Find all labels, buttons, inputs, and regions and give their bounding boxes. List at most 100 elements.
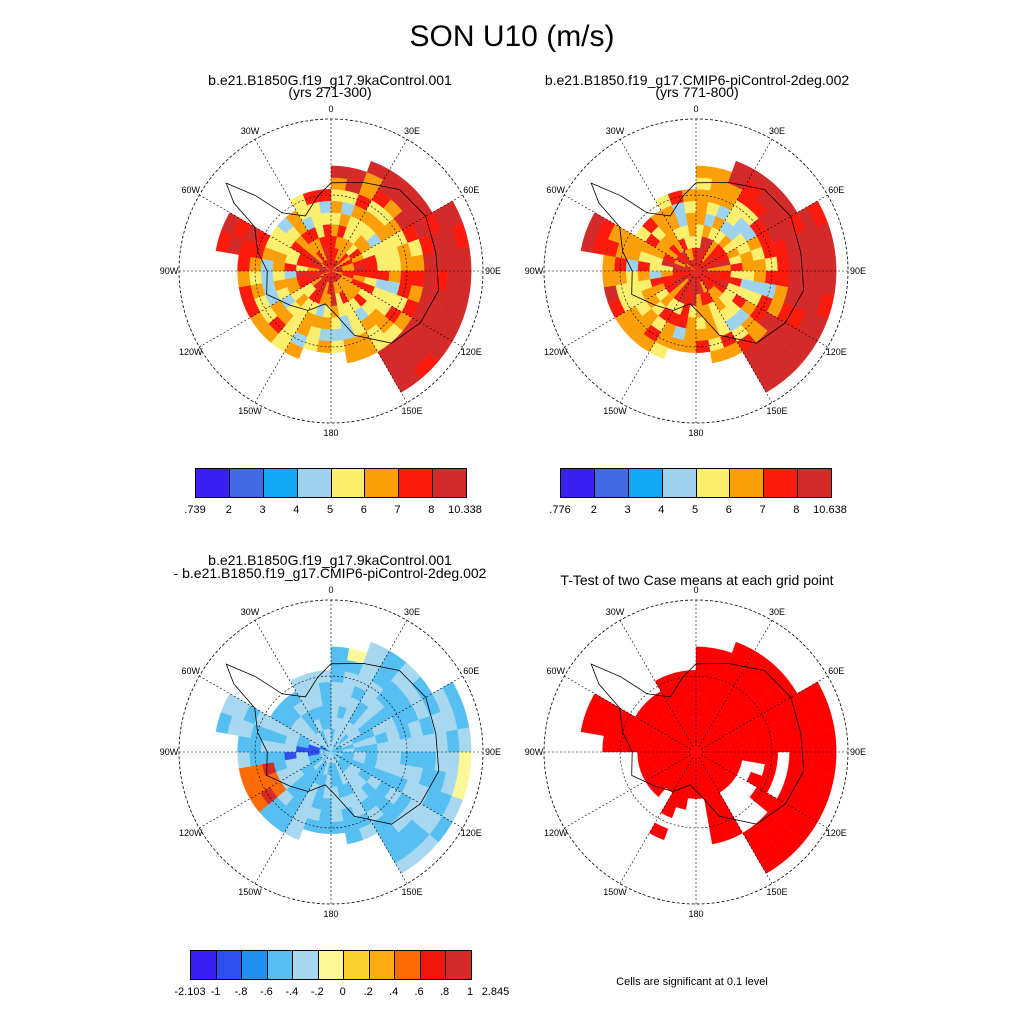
lon-label: 120W [178,828,203,838]
lon-label: 30E [403,606,421,617]
lon-label: 30W [240,606,260,617]
lon-label: 0 [328,104,334,114]
panel2-title-line2: (yrs 771-800) [655,84,739,100]
colorbar-label: .776 [549,504,571,516]
colorbar-label: 4 [293,504,300,516]
panel3-title: b.e21.B1850G.f19_g17.9kaControl.001 - b.… [120,552,540,581]
colorbar-label: .2 [363,986,373,998]
panel4-title-line1: T-Test of two Case means at each grid po… [560,572,834,588]
lon-label: 60E [828,185,845,195]
panel2-colorbar [560,468,832,498]
colorbar-swatch [318,951,345,979]
colorbar-swatch [331,469,366,497]
colorbar-swatch [369,951,396,979]
colorbar-label: 2 [225,504,232,516]
colorbar-label: 7 [394,504,401,516]
colorbar-swatch [764,469,799,497]
lon-label: 90E [849,266,867,276]
panel3-title-line2: - b.e21.B1850.f19_g17.CMIP6-piControl-2d… [173,565,487,581]
colorbar-swatch [196,469,230,497]
lon-label: 90W [159,266,179,276]
colorbar-swatch [561,469,595,497]
colorbar-label: 6 [725,504,732,516]
panel2-title-line1: b.e21.B1850.f19_g17.CMIP6-piControl-2deg… [544,72,850,88]
lon-label: 90W [524,266,544,276]
lon-label: 30E [403,125,421,136]
panel3-title-line1: b.e21.B1850G.f19_g17.9kaControl.001 [208,552,452,568]
colorbar-swatch [293,951,319,979]
colorbar-swatch [696,469,731,497]
lon-label: 150W [238,887,262,898]
lon-label: 150E [766,406,788,417]
colorbar-label: 2 [590,504,597,516]
lon-label: 30E [768,606,786,617]
colorbar-label: 5 [691,504,699,516]
colorbar-label: .739 [184,504,206,516]
panel2-title: b.e21.B1850.f19_g17.CMIP6-piControl-2deg… [487,72,907,100]
colorbar-label: 0 [339,986,346,998]
data-cells [580,641,837,874]
panel1-colorbar [195,468,467,498]
panel1-title: b.e21.B1850G.f19_g17.9kaControl.001 (yrs… [120,72,540,100]
colorbar-label: -1 [210,986,221,998]
lon-label: 120E [460,828,482,838]
lon-label: 180 [323,909,339,919]
panel2-map [543,118,849,424]
colorbar-label: 2.845 [481,986,510,998]
lon-label: 150E [401,406,423,417]
colorbar-swatch [267,951,294,979]
data-cells [580,160,837,393]
colorbar-swatch [365,469,400,497]
lon-label: 120E [825,828,847,838]
colorbar-swatch [229,469,264,497]
colorbar-label: 4 [658,504,665,516]
colorbar-swatch [399,469,434,497]
colorbar-label: 3 [259,504,266,516]
lon-label: 150E [401,887,423,898]
lon-label: 120E [460,347,482,357]
panel1-map [178,118,484,424]
lon-label: 180 [323,428,339,438]
lon-label: 150E [766,887,788,898]
lon-label: 120W [178,347,203,357]
lon-label: 60W [546,185,565,195]
lon-label: 90E [484,266,502,276]
colorbar-label: -.8 [234,986,248,998]
colorbar-label: 8 [793,504,800,516]
colorbar-swatch [191,951,217,979]
colorbar-label: .8 [439,986,450,998]
colorbar-swatch [628,469,663,497]
lon-label: 90W [524,747,544,757]
colorbar-label: 3 [624,504,631,516]
colorbar-label: 1 [466,986,474,998]
lon-label: 150W [238,406,262,417]
lon-label: 30W [605,125,625,136]
colorbar-swatch [395,951,421,979]
lon-label: 120W [543,347,568,357]
colorbar-label: -.6 [259,986,273,998]
lon-label: 90W [159,747,179,757]
lon-label: 60E [463,666,480,676]
colorbar-swatch [344,951,370,979]
panel3-map [178,599,484,905]
lon-label: 60E [463,185,480,195]
lon-label: 120E [825,347,847,357]
lon-label: 30E [768,125,786,136]
panel1-title-line1: b.e21.B1850G.f19_g17.9kaControl.001 [208,72,452,88]
colorbar-swatch [798,469,831,497]
lon-label: 180 [688,428,704,438]
lon-label: 150W [603,887,627,898]
lon-label: 60W [546,666,565,676]
colorbar-label: -.4 [285,986,299,998]
colorbar-swatch [730,469,765,497]
colorbar-swatch [420,951,447,979]
colorbar-swatch [594,469,629,497]
panel1-title-line2: (yrs 271-300) [288,84,372,100]
lon-label: 180 [688,909,704,919]
lon-label: 0 [693,585,699,595]
figure-title: SON U10 (m/s) [409,20,615,53]
lon-label: 30W [240,125,260,136]
colorbar-swatch [297,469,332,497]
data-cells [215,160,472,393]
lon-label: 90E [849,747,867,757]
